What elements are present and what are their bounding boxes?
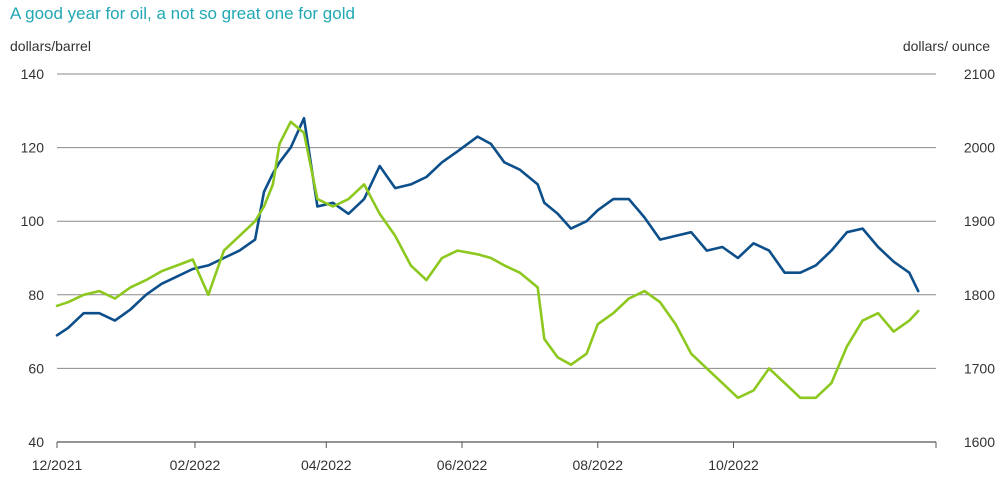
axes: 40 60 80 100 120 140 1600 1700 1800 1900 2000 2100 1…	[21, 66, 996, 473]
left-axis-unit-label: dollars/barrel	[10, 38, 91, 54]
x-tick-label: 02/2022	[170, 457, 221, 473]
oil-price-line	[55, 116, 920, 337]
y-left-tick-label: 140	[21, 66, 45, 82]
gridlines	[57, 73, 936, 443]
y-left-tick-label: 80	[28, 287, 44, 303]
x-tick-label: 04/2022	[301, 457, 352, 473]
y-right-tick-label: 2100	[964, 66, 995, 82]
x-tick-label: 12/2021	[32, 457, 83, 473]
y-right-tick-label: 1700	[964, 360, 995, 376]
y-right-tick-label: 2000	[964, 140, 995, 156]
chart-title: A good year for oil, a not so great one …	[10, 4, 355, 23]
y-right-tick-label: 1900	[964, 213, 995, 229]
y-left-tick-label: 120	[21, 140, 45, 156]
right-axis-unit-label: dollars/ ounce	[902, 38, 990, 54]
y-left-tick-label: 40	[28, 434, 44, 450]
y-left-tick-label: 100	[21, 213, 45, 229]
x-tick-label: 10/2022	[708, 457, 759, 473]
x-tick-label: 08/2022	[572, 457, 623, 473]
y-right-tick-label: 1600	[964, 434, 995, 450]
y-left-tick-label: 60	[28, 360, 44, 376]
x-tick-label: 06/2022	[437, 457, 488, 473]
y-right-tick-label: 1800	[964, 287, 995, 303]
series-lines	[55, 116, 920, 400]
gold-price-line	[55, 120, 920, 400]
